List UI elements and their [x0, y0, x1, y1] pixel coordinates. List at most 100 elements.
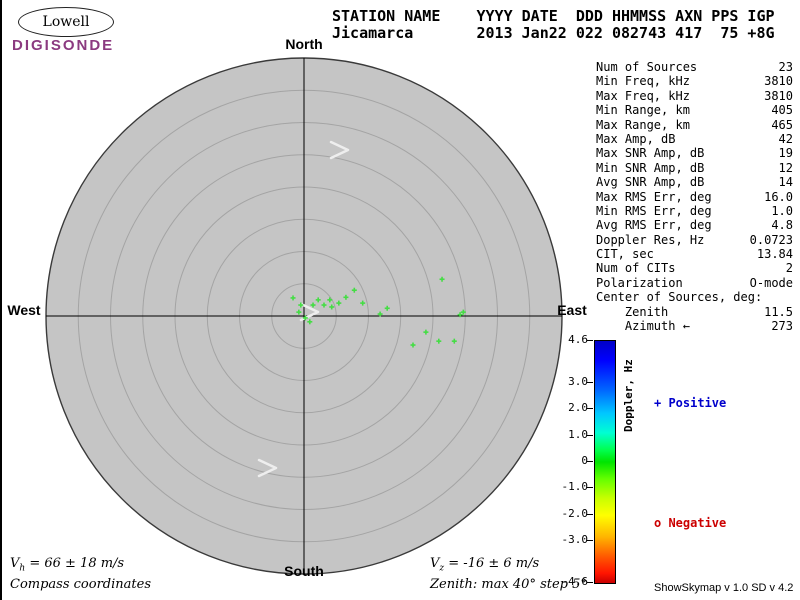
doppler-colorbar: [594, 340, 616, 584]
stat-value: 273: [771, 319, 793, 334]
compass-label-east: East: [557, 302, 587, 318]
vh-var: V: [10, 556, 20, 571]
stat-label: Min Range, km: [596, 103, 690, 118]
stat-row: Azimuth ← 273: [596, 319, 793, 333]
positive-legend: + Positive: [654, 396, 727, 410]
stat-row: Num of CITs 2: [596, 261, 793, 275]
stat-label: Avg SNR Amp, dB: [596, 175, 705, 190]
stat-label: Num of CITs: [596, 261, 676, 276]
coordinates-note: Compass coordinates: [10, 577, 151, 592]
stat-label: Polarization: [596, 275, 683, 290]
stat-label: Min RMS Err, deg: [596, 203, 712, 218]
stat-row: Max Amp, dB 42: [596, 132, 793, 146]
stat-value: 1.0: [771, 203, 793, 218]
colorbar-tick: [587, 408, 593, 410]
stat-row: Polarization O-mode: [596, 276, 793, 290]
stat-row: Max RMS Err, deg 16.0: [596, 190, 793, 204]
stat-label: Min Freq, kHz: [596, 74, 690, 89]
stat-label: Azimuth ←: [596, 319, 690, 334]
stat-value: 16.0: [764, 189, 793, 204]
version-text: ShowSkymap v 1.0 SD v 4.2: [654, 582, 794, 594]
stat-value: 2: [785, 261, 793, 276]
header-values-row: Jicamarca 2013 Jan22 022 082743 417 75 +…: [332, 24, 775, 42]
stat-row: Zenith 11.5: [596, 305, 793, 319]
stat-value: 19: [778, 146, 793, 161]
stat-label: Max RMS Err, deg: [596, 189, 712, 204]
vh-value: = 66 ± 18 m/s: [25, 556, 125, 571]
stat-label: Avg RMS Err, deg: [596, 218, 712, 233]
stat-value: 12: [778, 160, 793, 175]
compass-label-north: North: [285, 36, 323, 52]
stat-row: Max Freq, kHz 3810: [596, 89, 793, 103]
stat-label: Zenith: [596, 304, 669, 319]
stat-row: Center of Sources, deg:: [596, 290, 793, 304]
compass-label-west: West: [7, 302, 41, 318]
stat-row: Avg RMS Err, deg 4.8: [596, 218, 793, 232]
logo-product: DIGISONDE: [12, 37, 115, 54]
stat-label: Max Amp, dB: [596, 131, 676, 146]
stat-label: Max Freq, kHz: [596, 88, 690, 103]
negative-legend: o Negative: [654, 516, 727, 530]
stat-value: 3810: [764, 88, 793, 103]
stat-row: CIT, sec 13.84: [596, 247, 793, 261]
colorbar-tick: [587, 382, 593, 384]
colorbar-tick-label: -3.0: [561, 532, 589, 546]
stat-value: O-mode: [749, 275, 793, 290]
zenith-range-note: Zenith: max 40° step 5°: [430, 577, 587, 592]
stat-row: Max Range, km 465: [596, 118, 793, 132]
stat-label: CIT, sec: [596, 247, 654, 262]
colorbar-tick: [587, 461, 593, 462]
stat-label: Max SNR Amp, dB: [596, 146, 705, 161]
colorbar-tick: [587, 487, 593, 489]
vh-sub: h: [19, 563, 26, 574]
colorbar-tick-label: 3.0: [568, 375, 588, 389]
stat-label: Doppler Res, Hz: [596, 232, 705, 247]
colorbar-tick: [587, 539, 593, 541]
colorbar-tick-label: 2.0: [568, 401, 588, 415]
stat-row: Avg SNR Amp, dB 14: [596, 175, 793, 189]
vh-velocity: Vh = 66 ± 18 m/s: [10, 556, 124, 574]
stat-value: 13.84: [756, 247, 793, 262]
stat-row: Min SNR Amp, dB 12: [596, 161, 793, 175]
colorbar-tick-label: -1.0: [561, 480, 589, 494]
stat-row: Num of Sources 23: [596, 60, 793, 74]
logo-brand: Lowell: [42, 14, 90, 30]
stat-label: Num of Sources: [596, 60, 698, 74]
vz-sub: z: [439, 563, 445, 574]
colorbar-tick-label: 4.6: [568, 333, 588, 346]
stat-row: Max SNR Amp, dB 19: [596, 146, 793, 160]
colorbar-tick-label: 0: [581, 454, 588, 467]
colorbar-tick: [587, 340, 593, 341]
stat-row: Min Freq, kHz 3810: [596, 74, 793, 88]
vz-var: V: [430, 556, 440, 571]
stat-value: 0.0723: [749, 232, 793, 247]
stat-value: 14: [778, 175, 793, 190]
stat-value: 405: [771, 103, 793, 118]
colorbar-tick-label: -4.6: [561, 575, 589, 588]
colorbar-tick-label: -2.0: [561, 506, 589, 520]
header-labels-row: STATION NAME YYYY DATE DDD HHMMSS AXN PP…: [332, 7, 775, 25]
stats-panel: Num of Sources 23 Min Freq, kHz 3810 Max Fre…: [596, 60, 793, 333]
colorbar-tick-label: 1.0: [568, 427, 588, 441]
stat-label: Center of Sources, deg:: [596, 290, 763, 305]
stat-row: Min Range, km 405: [596, 103, 793, 117]
stat-value: 23: [778, 60, 793, 74]
stat-value: 42: [778, 131, 793, 146]
colorbar-tick: [587, 434, 593, 436]
stat-label: Max Range, km: [596, 117, 690, 132]
stat-value: 465: [771, 117, 793, 132]
logo-oval: Lowell: [18, 7, 114, 37]
vz-velocity: Vz = -16 ± 6 m/s: [430, 556, 539, 574]
stat-row: Min RMS Err, deg 1.0: [596, 204, 793, 218]
vz-value: = -16 ± 6 m/s: [444, 556, 540, 571]
stat-value: 11.5: [764, 304, 793, 319]
stat-row: Doppler Res, Hz 0.0723: [596, 233, 793, 247]
colorbar-tick: [587, 513, 593, 515]
colorbar-axis-label: Doppler, Hz: [622, 359, 635, 432]
compass-label-south: South: [284, 563, 324, 579]
stat-value: 4.8: [771, 218, 793, 233]
stat-value: 3810: [764, 74, 793, 89]
stat-label: Min SNR Amp, dB: [596, 160, 705, 175]
